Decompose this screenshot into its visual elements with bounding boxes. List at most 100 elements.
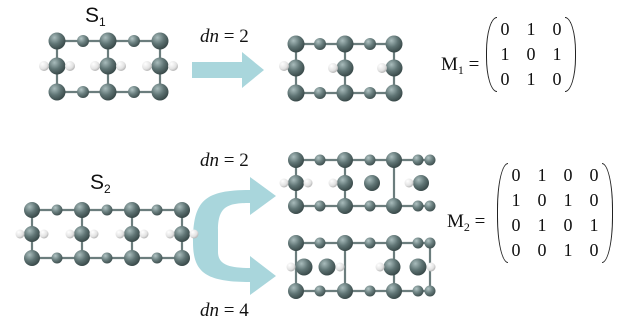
large-atom	[364, 175, 380, 191]
hydrogen-atom	[286, 262, 296, 272]
hydrogen-atom	[375, 262, 385, 272]
small-atom	[77, 86, 89, 98]
small-atom	[101, 204, 113, 216]
large-atom	[386, 283, 402, 299]
hydrogen-atom	[90, 61, 100, 71]
large-atom	[99, 83, 117, 101]
dn-symbol: dn	[200, 150, 219, 171]
matrix-m2-cell: 0	[511, 215, 521, 235]
large-atom	[336, 84, 354, 102]
matrix-m2-cell: 0	[589, 190, 599, 210]
s2-label-base: S	[90, 171, 105, 194]
m1-equals: =	[463, 54, 480, 75]
large-atom	[288, 235, 304, 251]
large-atom	[288, 175, 304, 191]
matrix-m2-cell: 0	[511, 240, 521, 260]
matrix-m1-cell: 1	[500, 44, 510, 64]
s1-label-sub: 1	[99, 15, 106, 29]
hydrogen-atom	[15, 229, 25, 239]
m1-label-sub: 1	[457, 63, 464, 77]
large-atom	[383, 258, 401, 276]
large-atom	[336, 35, 354, 53]
matrix-m2-cell: 1	[563, 240, 573, 260]
matrix-m2-cell: 1	[537, 165, 547, 185]
matrix-m2-cell: 0	[589, 165, 599, 185]
small-atom	[364, 87, 376, 99]
small-atom	[412, 237, 424, 249]
small-atom	[424, 200, 436, 212]
small-atom	[364, 38, 376, 50]
matrix-m1-cell: 1	[552, 44, 562, 64]
matrix-m2-cell: 1	[563, 190, 573, 210]
large-atom	[48, 83, 66, 101]
large-atom	[174, 202, 190, 218]
matrix-m1-right-paren	[565, 17, 576, 92]
large-atom	[99, 32, 117, 50]
large-atom	[124, 226, 140, 242]
small-atom	[101, 252, 113, 264]
large-atom	[24, 250, 40, 266]
large-atom	[287, 35, 305, 53]
m2-label-sub: 2	[463, 220, 470, 234]
m2-label: M2 =	[447, 211, 485, 235]
small-atom	[364, 285, 376, 297]
matrix-m1-cell: 1	[526, 19, 536, 39]
small-atom	[364, 200, 376, 212]
s1-label-base: S	[85, 4, 100, 27]
matrix-m1-left-paren	[486, 17, 497, 92]
small-atom	[128, 35, 140, 47]
small-atom	[77, 35, 89, 47]
dn-symbol: dn	[200, 26, 219, 47]
matrix-m2-cell: 0	[563, 215, 573, 235]
hydrogen-atom	[404, 178, 414, 188]
matrix-m2-cell: 1	[589, 215, 599, 235]
large-atom	[385, 84, 403, 102]
hydrogen-atom	[89, 229, 99, 239]
dn-label-top: dn = 2	[200, 26, 249, 48]
large-atom	[386, 152, 402, 168]
small-atom	[314, 200, 326, 212]
large-atom	[74, 226, 90, 242]
matrix-m1-cell: 0	[500, 69, 510, 89]
large-atom	[295, 258, 313, 276]
large-atom	[151, 32, 169, 50]
m1-label: M1 =	[441, 54, 479, 78]
hydrogen-atom	[426, 262, 436, 272]
large-atom	[151, 57, 169, 75]
large-atom	[99, 57, 117, 75]
large-atom	[24, 202, 40, 218]
hydrogen-atom	[139, 229, 149, 239]
small-atom	[412, 285, 424, 297]
large-atom	[409, 258, 427, 276]
s2-label-sub: 2	[104, 182, 111, 196]
small-atom	[364, 154, 376, 166]
dn-value: = 4	[219, 300, 249, 321]
large-atom	[287, 84, 305, 102]
hydrogen-atom	[328, 63, 338, 73]
large-atom	[337, 152, 353, 168]
large-atom	[337, 235, 353, 251]
matrix-m2-left-paren	[497, 163, 508, 263]
dn-label-bottom: dn = 4	[200, 300, 249, 322]
large-atom	[386, 235, 402, 251]
small-atom	[412, 200, 424, 212]
hydrogen-atom	[39, 61, 49, 71]
large-atom	[337, 198, 353, 214]
m1-label-base: M	[441, 54, 458, 75]
small-atom	[51, 252, 63, 264]
small-atom	[314, 38, 326, 50]
hydrogen-atom	[142, 61, 152, 71]
matrix-m2-cell: 1	[511, 190, 521, 210]
large-atom	[385, 35, 403, 53]
hydrogen-atom	[279, 61, 289, 71]
hydrogen-atom	[65, 229, 75, 239]
